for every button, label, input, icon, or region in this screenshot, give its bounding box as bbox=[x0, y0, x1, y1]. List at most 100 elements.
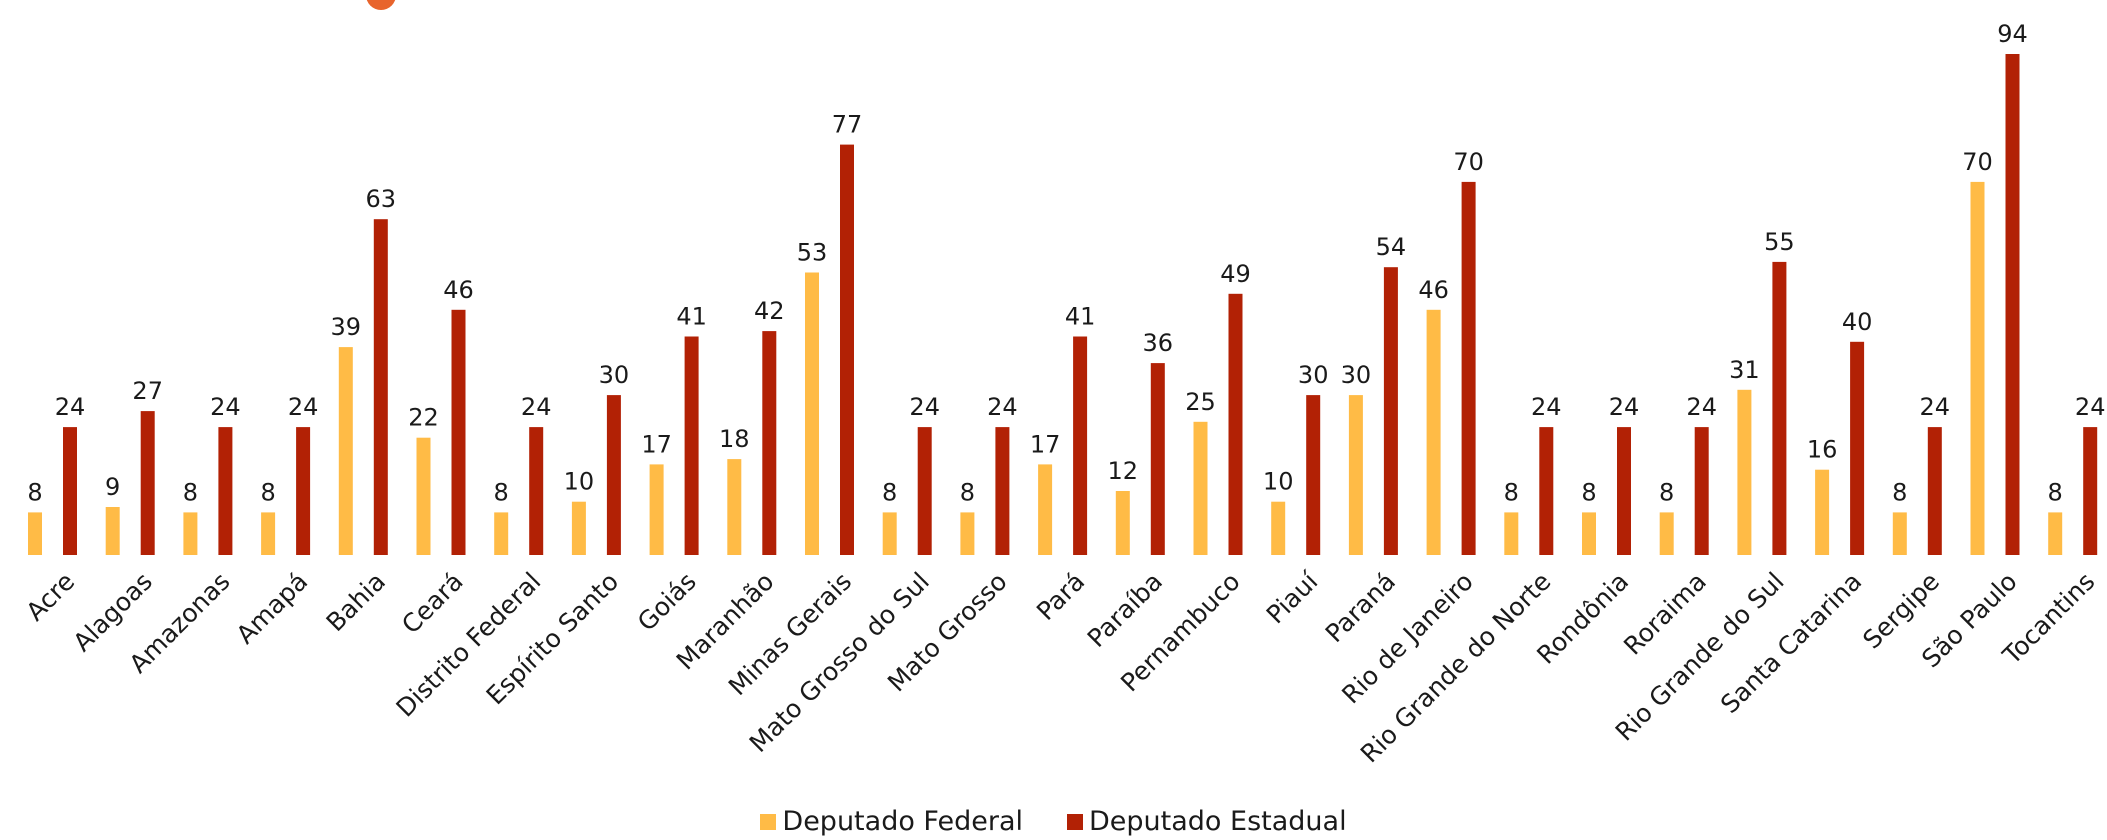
bar-estadual-tocantins[interactable] bbox=[2083, 427, 2098, 555]
value-label-estadual-mato-grosso-do-sul: 24 bbox=[909, 393, 940, 421]
bar-federal-rio-grande-do-sul[interactable] bbox=[1737, 389, 1752, 555]
bar-estadual-minas-gerais[interactable] bbox=[840, 144, 854, 555]
value-label-federal-sao-paulo: 70 bbox=[1962, 148, 1993, 176]
bar-estadual-ceara[interactable] bbox=[451, 309, 466, 555]
legend-swatch-estadual bbox=[1067, 813, 1083, 830]
bar-federal-mato-grosso-do-sul[interactable] bbox=[882, 512, 897, 555]
bars-layer bbox=[28, 54, 2098, 556]
bar-estadual-alagoas[interactable] bbox=[140, 411, 155, 555]
value-label-estadual-para: 41 bbox=[1065, 303, 1096, 331]
bar-federal-maranhao[interactable] bbox=[727, 459, 742, 555]
bar-estadual-paraiba[interactable] bbox=[1150, 363, 1165, 555]
bar-estadual-mato-grosso[interactable] bbox=[995, 427, 1010, 555]
category-label-santa-catarina: Santa Catarina bbox=[1715, 567, 1867, 719]
bar-federal-amazonas[interactable] bbox=[183, 512, 198, 555]
bar-federal-ceara[interactable] bbox=[416, 437, 431, 555]
bar-estadual-santa-catarina[interactable] bbox=[1850, 341, 1865, 555]
value-label-federal-mato-grosso: 8 bbox=[960, 478, 975, 506]
legend-label-federal: Deputado Federal bbox=[782, 806, 1023, 837]
bar-federal-roraima[interactable] bbox=[1659, 512, 1674, 555]
bar-estadual-sao-paulo[interactable] bbox=[2005, 54, 2020, 555]
value-label-federal-amapa: 8 bbox=[260, 478, 275, 506]
bar-federal-paraiba[interactable] bbox=[1115, 491, 1130, 555]
bar-estadual-sergipe[interactable] bbox=[1927, 427, 1942, 555]
bar-estadual-rio-grande-do-norte[interactable] bbox=[1539, 427, 1554, 555]
category-label-distrito-federal: Distrito Federal bbox=[391, 567, 547, 723]
category-label-ceara: Ceará bbox=[396, 567, 469, 640]
value-label-estadual-amapa: 24 bbox=[288, 393, 319, 421]
bar-estadual-rio-de-janeiro[interactable] bbox=[1461, 181, 1476, 555]
bar-federal-santa-catarina[interactable] bbox=[1815, 469, 1830, 555]
category-label-bahia: Bahia bbox=[321, 567, 391, 637]
legend-item-estadual[interactable]: Deputado Estadual bbox=[1067, 806, 1347, 837]
legend-label-estadual: Deputado Estadual bbox=[1089, 806, 1347, 837]
value-label-estadual-sergipe: 24 bbox=[1920, 393, 1951, 421]
value-label-federal-tocantins: 8 bbox=[2048, 478, 2063, 506]
bar-estadual-piaui[interactable] bbox=[1306, 395, 1321, 555]
value-label-federal-bahia: 39 bbox=[331, 313, 362, 341]
value-label-federal-rio-de-janeiro: 46 bbox=[1418, 276, 1449, 304]
bar-federal-pernambuco[interactable] bbox=[1193, 421, 1208, 555]
value-label-federal-maranhao: 18 bbox=[719, 425, 750, 453]
bar-federal-tocantins[interactable] bbox=[2048, 512, 2063, 555]
bar-federal-para[interactable] bbox=[1038, 464, 1053, 555]
value-label-estadual-parana: 54 bbox=[1376, 233, 1407, 261]
bar-federal-espirito-santo[interactable] bbox=[571, 501, 586, 555]
value-label-federal-espirito-santo: 10 bbox=[564, 468, 595, 496]
bar-federal-bahia[interactable] bbox=[338, 347, 353, 555]
bar-federal-parana[interactable] bbox=[1348, 395, 1363, 555]
legend-item-federal[interactable]: Deputado Federal bbox=[760, 806, 1023, 837]
category-label-para: Pará bbox=[1031, 567, 1090, 626]
value-label-federal-para: 17 bbox=[1030, 430, 1061, 458]
bar-estadual-amazonas[interactable] bbox=[218, 427, 233, 555]
value-label-estadual-acre: 24 bbox=[55, 393, 86, 421]
bar-estadual-para[interactable] bbox=[1073, 336, 1088, 556]
bar-federal-goias[interactable] bbox=[649, 464, 664, 555]
bar-federal-acre[interactable] bbox=[28, 512, 42, 555]
bar-federal-mato-grosso[interactable] bbox=[960, 512, 975, 555]
bar-estadual-distrito-federal[interactable] bbox=[529, 427, 544, 555]
value-label-estadual-tocantins: 24 bbox=[2075, 393, 2106, 421]
bar-estadual-acre[interactable] bbox=[63, 427, 77, 555]
bar-estadual-espirito-santo[interactable] bbox=[606, 395, 621, 555]
value-label-estadual-rio-grande-do-norte: 24 bbox=[1531, 393, 1562, 421]
bar-estadual-mato-grosso-do-sul[interactable] bbox=[917, 427, 932, 555]
bar-federal-rio-grande-do-norte[interactable] bbox=[1504, 512, 1519, 555]
value-label-federal-roraima: 8 bbox=[1659, 478, 1674, 506]
value-label-federal-parana: 30 bbox=[1341, 361, 1372, 389]
corner-mark-shape bbox=[366, 0, 396, 10]
bar-estadual-roraima[interactable] bbox=[1694, 427, 1709, 555]
value-label-estadual-sao-paulo: 94 bbox=[1997, 20, 2028, 48]
value-label-federal-alagoas: 9 bbox=[105, 473, 120, 501]
bar-federal-piaui[interactable] bbox=[1271, 501, 1286, 555]
bar-estadual-amapa[interactable] bbox=[296, 427, 311, 555]
bar-federal-sergipe[interactable] bbox=[1892, 512, 1907, 555]
value-label-estadual-alagoas: 27 bbox=[132, 377, 163, 405]
category-label-goias: Goiás bbox=[632, 567, 702, 637]
value-label-federal-goias: 17 bbox=[641, 430, 672, 458]
value-labels-layer: 8 24 9 27 8 24 8 24 39 63 22 46 8 24 10 30 17 41 18 42 53 77 8… bbox=[27, 20, 2105, 506]
value-label-federal-minas-gerais: 53 bbox=[797, 239, 828, 267]
category-label-rio-de-janeiro: Rio de Janeiro bbox=[1336, 567, 1479, 710]
bar-estadual-parana[interactable] bbox=[1383, 267, 1398, 555]
bar-estadual-goias[interactable] bbox=[684, 336, 699, 556]
value-label-estadual-distrito-federal: 24 bbox=[521, 393, 552, 421]
bar-federal-rio-de-janeiro[interactable] bbox=[1426, 309, 1441, 555]
value-label-federal-paraiba: 12 bbox=[1108, 457, 1139, 485]
category-label-acre: Acre bbox=[20, 567, 80, 627]
value-label-estadual-piaui: 30 bbox=[1298, 361, 1329, 389]
bar-estadual-rondonia[interactable] bbox=[1617, 427, 1631, 555]
bar-estadual-bahia[interactable] bbox=[373, 219, 388, 555]
value-label-federal-distrito-federal: 8 bbox=[494, 478, 509, 506]
bar-estadual-rio-grande-do-sul[interactable] bbox=[1772, 261, 1787, 555]
bar-federal-rondonia[interactable] bbox=[1582, 512, 1596, 555]
bar-estadual-pernambuco[interactable] bbox=[1228, 293, 1243, 555]
bar-federal-amapa[interactable] bbox=[261, 512, 276, 555]
legend-swatch-federal bbox=[760, 813, 777, 830]
value-label-estadual-maranhao: 42 bbox=[754, 297, 785, 325]
bar-federal-sao-paulo[interactable] bbox=[1970, 181, 1985, 555]
bar-federal-alagoas[interactable] bbox=[105, 507, 120, 555]
bar-federal-distrito-federal[interactable] bbox=[494, 512, 509, 555]
bar-federal-minas-gerais[interactable] bbox=[805, 272, 819, 556]
bar-estadual-maranhao[interactable] bbox=[762, 331, 777, 555]
